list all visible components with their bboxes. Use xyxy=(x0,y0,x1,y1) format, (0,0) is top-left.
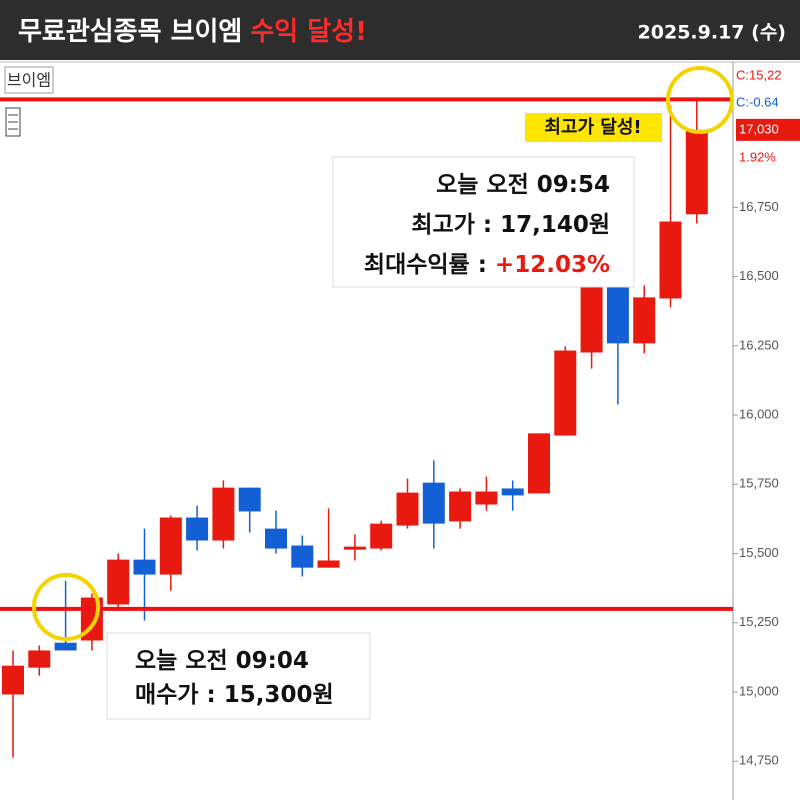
badge-bg xyxy=(525,113,662,142)
y-tick-label: 15,500 xyxy=(739,545,779,560)
annotation-line: 최고가 : 17,140원 xyxy=(411,212,610,238)
candle-body xyxy=(422,482,445,524)
candle-body xyxy=(633,297,656,344)
symbol-label: 브이엠 xyxy=(7,71,51,90)
candle-body xyxy=(370,523,393,549)
y-tick-label: 14,750 xyxy=(739,753,779,768)
candle-body xyxy=(528,433,550,494)
candle-body xyxy=(501,488,524,496)
candle-body xyxy=(606,283,629,344)
y-tick-label: 16,500 xyxy=(739,268,779,283)
candle-body xyxy=(343,546,366,550)
price-tag-label: 17,030 xyxy=(739,121,779,136)
annotation-text: 최대수익률 : xyxy=(364,252,487,278)
annotation-line: 매수가 : 15,300원 xyxy=(135,682,334,708)
y-tick-label: 16,250 xyxy=(739,337,779,352)
annotation-box xyxy=(332,156,635,288)
candle-body xyxy=(133,559,156,575)
candle-body xyxy=(291,545,314,568)
candle-body xyxy=(28,650,51,668)
annotation-text: 매수가 : 15,300원 xyxy=(135,682,334,708)
annotation-text: 오늘 오전 09:04 xyxy=(135,648,309,674)
annotation-highlight: +12.03% xyxy=(495,252,610,278)
y-tick-label: 16,750 xyxy=(739,199,779,214)
candle-body xyxy=(2,665,24,695)
candle-body xyxy=(186,517,209,541)
annotation-line: 최대수익률 : +12.03% xyxy=(364,252,610,278)
symbol-box xyxy=(4,66,54,94)
header-bar xyxy=(0,0,800,60)
candle-body xyxy=(212,487,235,541)
candle-body xyxy=(580,283,603,353)
candle-body xyxy=(554,350,577,436)
chart-title: 무료관심종목 브이엠 수익 달성! xyxy=(18,17,367,47)
candle-body xyxy=(54,642,77,651)
candle-body xyxy=(238,487,261,512)
annotation-text: 오늘 오전 09:54 xyxy=(436,172,610,198)
candle-body xyxy=(396,492,419,526)
candle-body xyxy=(159,517,182,575)
annotation-line: 오늘 오전 09:04 xyxy=(135,648,309,674)
y-tick-label: 16,000 xyxy=(739,407,779,422)
y-tick-label: 15,000 xyxy=(739,683,779,698)
axis-note: C:15,22 xyxy=(736,67,782,82)
highlight-circle xyxy=(32,573,100,641)
axis-note: C:-0.64 xyxy=(736,94,779,109)
annotation-text: 최고가 : 17,140원 xyxy=(411,212,610,238)
badge: 최고가 달성! xyxy=(544,117,641,138)
candle-body xyxy=(317,560,340,568)
price-tag xyxy=(736,118,800,141)
title-main: 무료관심종목 브이엠 xyxy=(18,17,242,47)
candle-body xyxy=(449,491,472,522)
y-tick-label: 15,250 xyxy=(739,614,779,629)
annotation-line: 오늘 오전 09:54 xyxy=(436,172,610,198)
candle-body xyxy=(265,528,287,549)
y-tick-label: 15,750 xyxy=(739,476,779,491)
candle-body xyxy=(475,491,498,505)
candle-body xyxy=(107,559,130,605)
highlight-circle xyxy=(666,66,734,134)
change-label: 1.92% xyxy=(739,149,776,164)
candle-body xyxy=(685,129,708,215)
plot xyxy=(0,97,733,758)
candle-body xyxy=(659,221,682,299)
title-highlight: 수익 달성! xyxy=(250,17,367,47)
date: 2025.9.17 (수) xyxy=(638,22,786,44)
annotation-box xyxy=(106,632,371,720)
